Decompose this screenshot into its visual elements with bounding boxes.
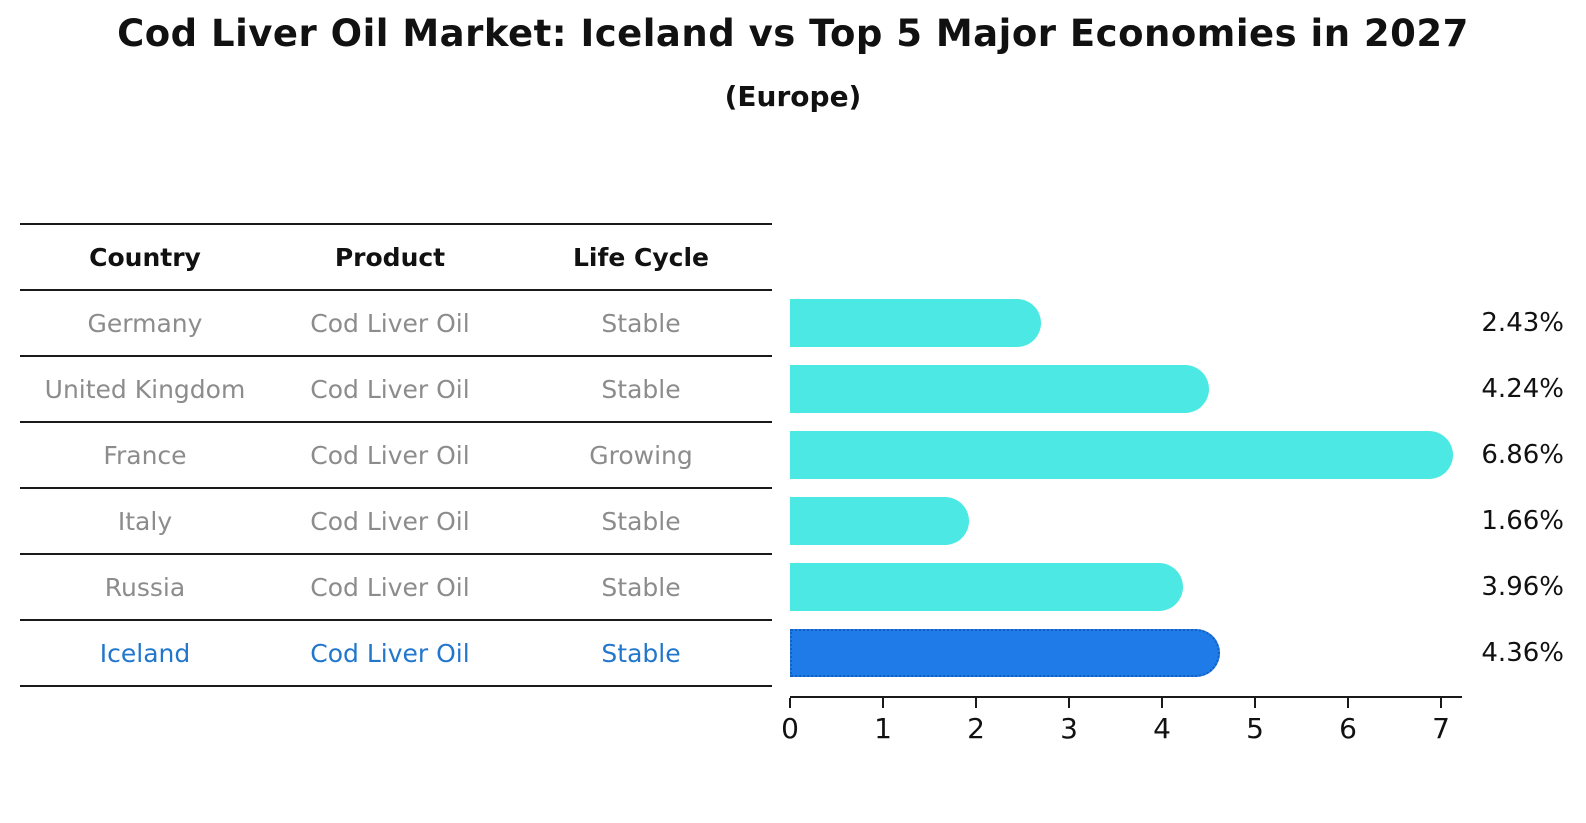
value-label-russia: 3.96% <box>1481 572 1564 602</box>
value-label-france: 6.86% <box>1481 440 1564 470</box>
x-axis-line <box>790 696 1462 698</box>
cell-product: Cod Liver Oil <box>310 308 470 338</box>
chart-subtitle: (Europe) <box>724 80 862 113</box>
x-tick-label-2: 2 <box>967 712 985 745</box>
table-row-italy: Italy Cod Liver Oil Stable <box>20 487 772 553</box>
bar-iceland <box>790 629 1221 677</box>
cell-country: Italy <box>117 506 173 536</box>
table-header-row: Country Product Life Cycle <box>20 223 772 289</box>
x-tick-7 <box>1440 698 1442 708</box>
value-label-iceland: 4.36% <box>1481 638 1564 668</box>
value-label-italy: 1.66% <box>1481 506 1564 536</box>
x-tick-label-4: 4 <box>1153 712 1171 745</box>
cell-country: France <box>103 440 187 470</box>
cell-country: Germany <box>87 308 203 338</box>
x-tick-label-6: 6 <box>1339 712 1357 745</box>
cell-country: United Kingdom <box>44 374 246 404</box>
cell-country: Russia <box>104 572 186 602</box>
cell-lifecycle: Growing <box>589 440 693 470</box>
table-row-germany: Germany Cod Liver Oil Stable <box>20 289 772 355</box>
table-body: Germany Cod Liver Oil Stable United Kingdom… <box>20 289 772 687</box>
cell-product: Cod Liver Oil <box>310 506 470 536</box>
cell-lifecycle: Stable <box>601 374 681 404</box>
cell-lifecycle: Stable <box>601 638 681 668</box>
x-tick-2 <box>975 698 977 708</box>
bar-france <box>790 431 1453 479</box>
cell-lifecycle: Stable <box>601 572 681 602</box>
column-header-lifecycle: Life Cycle <box>572 242 710 272</box>
cell-country: Iceland <box>99 638 191 668</box>
bar-italy <box>790 497 970 545</box>
cell-lifecycle: Stable <box>601 308 681 338</box>
bar-united-kingdom <box>790 365 1210 413</box>
x-tick-label-0: 0 <box>781 712 799 745</box>
table-row-russia: Russia Cod Liver Oil Stable <box>20 553 772 619</box>
x-tick-label-5: 5 <box>1246 712 1264 745</box>
bar-germany <box>790 299 1041 347</box>
table-row-united-kingdom: United Kingdom Cod Liver Oil Stable <box>20 355 772 421</box>
x-tick-3 <box>1068 698 1070 708</box>
column-header-product: Product <box>334 242 446 272</box>
bar-russia <box>790 563 1184 611</box>
column-header-country: Country <box>89 242 201 272</box>
x-tick-0 <box>789 698 791 708</box>
value-label-germany: 2.43% <box>1481 308 1564 338</box>
cell-product: Cod Liver Oil <box>310 638 470 668</box>
value-label-united-kingdom: 4.24% <box>1481 374 1564 404</box>
x-tick-label-7: 7 <box>1432 712 1450 745</box>
cell-product: Cod Liver Oil <box>310 374 470 404</box>
cell-product: Cod Liver Oil <box>310 440 470 470</box>
table-row-iceland: Iceland Cod Liver Oil Stable <box>20 619 772 687</box>
x-tick-1 <box>882 698 884 708</box>
x-tick-5 <box>1254 698 1256 708</box>
chart-title: Cod Liver Oil Market: Iceland vs Top 5 M… <box>117 12 1469 55</box>
country-table: Country Product Life Cycle Germany Cod Li… <box>20 223 772 687</box>
x-tick-4 <box>1161 698 1163 708</box>
x-tick-6 <box>1347 698 1349 708</box>
x-tick-label-3: 3 <box>1060 712 1078 745</box>
x-tick-label-1: 1 <box>874 712 892 745</box>
table-row-france: France Cod Liver Oil Growing <box>20 421 772 487</box>
cell-product: Cod Liver Oil <box>310 572 470 602</box>
cell-lifecycle: Stable <box>601 506 681 536</box>
